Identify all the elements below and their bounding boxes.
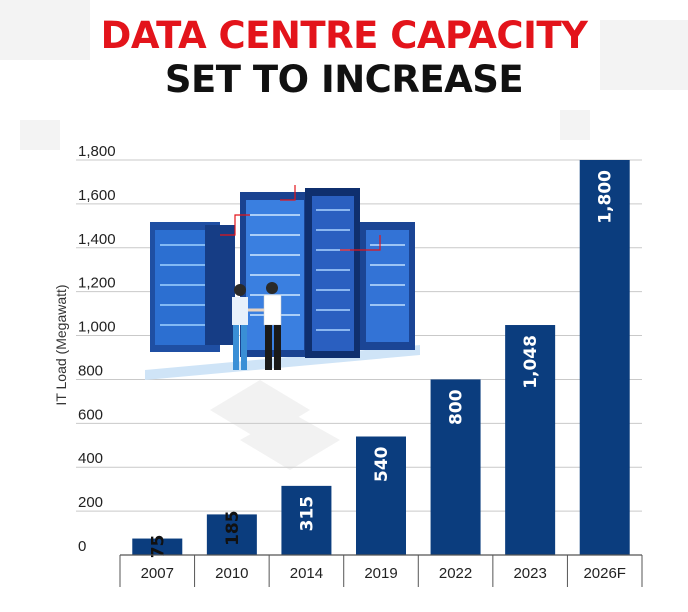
bar-2026F <box>579 160 630 555</box>
bar-2023 <box>505 325 556 555</box>
x-tick-label: 2023 <box>513 565 546 582</box>
bar-value-label: 800 <box>447 389 467 425</box>
y-tick-label: 1,400 <box>78 231 116 248</box>
x-tick-label: 2026F <box>583 565 626 582</box>
bar-value-label: 75 <box>148 535 168 559</box>
bar-2014 <box>281 485 332 555</box>
bar-2022 <box>430 379 481 555</box>
y-tick-label: 1,600 <box>78 187 116 204</box>
x-tick-label: 2007 <box>141 565 174 582</box>
y-tick-label: 1,000 <box>78 319 116 336</box>
x-axis: 2007 2010 2014 2019 2022 2023 2026F <box>119 554 643 587</box>
chart-title-line-1: DATA CENTRE CAPACITY <box>100 14 588 57</box>
bar-value-label: 315 <box>297 496 317 532</box>
y-tick-label: 400 <box>78 450 103 467</box>
bar-value-labels: 75 185 315 540 800 1,048 1,800 <box>148 170 615 558</box>
bar-value-label: 185 <box>223 510 243 546</box>
bar-2010 <box>206 514 257 555</box>
y-tick-label: 0 <box>78 538 86 555</box>
y-tick-label: 200 <box>78 494 103 511</box>
y-axis-ticks: 0 200 400 600 800 1,000 1,200 1,400 1,600 1,800 <box>78 143 116 555</box>
bar-value-label: 1,800 <box>596 170 616 224</box>
server-racks-with-people-icon <box>145 185 420 380</box>
x-tick-label: 2019 <box>364 565 397 582</box>
y-tick-label: 600 <box>78 406 103 423</box>
y-tick-label: 1,200 <box>78 275 116 292</box>
y-tick-label: 800 <box>78 362 103 379</box>
bar-value-label: 540 <box>372 446 392 482</box>
x-tick-label: 2010 <box>215 565 248 582</box>
y-axis-label: IT Load (Megawatt) <box>53 284 69 405</box>
bar-value-label: 1,048 <box>521 335 541 389</box>
bar-2007 <box>132 538 183 555</box>
y-tick-label: 1,800 <box>78 143 116 160</box>
x-tick-label: 2014 <box>290 565 323 582</box>
bars <box>132 160 630 555</box>
x-tick-label: 2022 <box>439 565 472 582</box>
chart-title-line-2: SET TO INCREASE <box>164 58 524 101</box>
bar-2019 <box>356 436 406 555</box>
